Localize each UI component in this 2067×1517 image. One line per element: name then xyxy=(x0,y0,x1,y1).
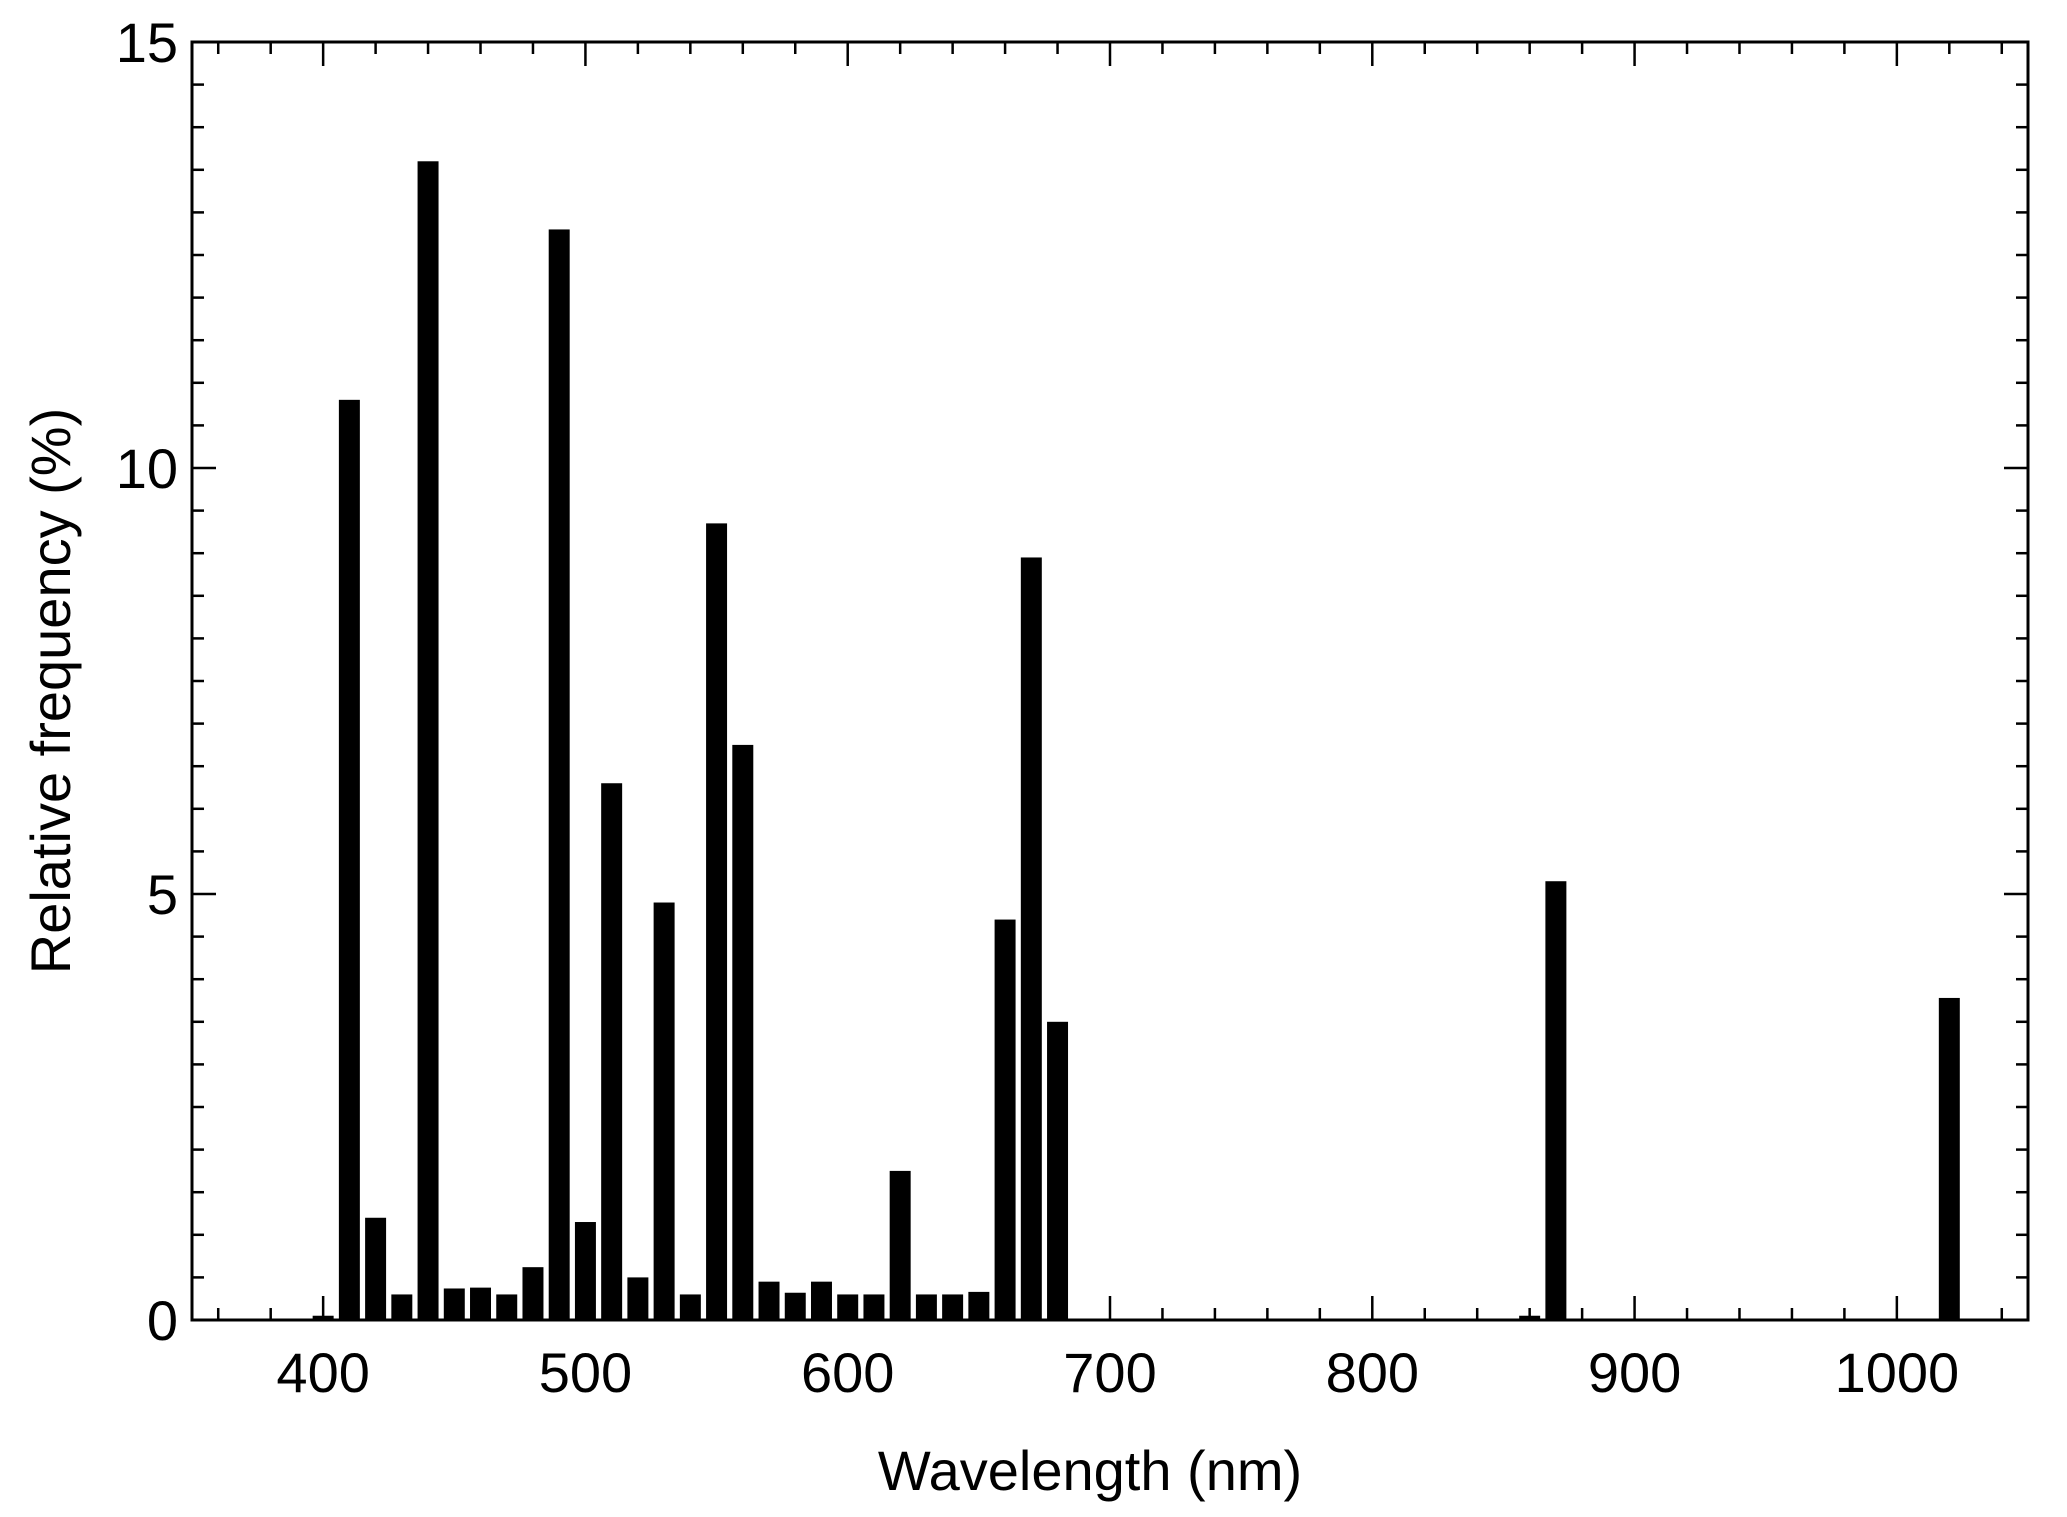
x-tick-label: 700 xyxy=(1063,1341,1156,1404)
x-tick-label: 500 xyxy=(539,1341,632,1404)
bar-1020 xyxy=(1938,997,1960,1320)
bar-660 xyxy=(994,919,1016,1320)
bar-490 xyxy=(548,229,570,1321)
bar-460 xyxy=(470,1287,492,1320)
bar-530 xyxy=(653,902,675,1320)
bar-620 xyxy=(889,1170,911,1320)
bar-650 xyxy=(968,1291,990,1320)
y-tick-label: 10 xyxy=(116,437,178,500)
x-tick-label: 900 xyxy=(1588,1341,1681,1404)
bar-430 xyxy=(391,1294,413,1320)
bar-590 xyxy=(810,1281,832,1320)
bar-680 xyxy=(1047,1021,1069,1320)
bar-480 xyxy=(522,1267,544,1320)
bar-640 xyxy=(942,1294,964,1320)
bar-570 xyxy=(758,1281,780,1320)
x-tick-label: 1000 xyxy=(1835,1341,1960,1404)
bar-420 xyxy=(365,1217,387,1320)
x-axis-title: Wavelength (nm) xyxy=(878,1439,1302,1502)
y-axis-title: Relative frequency (%) xyxy=(19,408,82,974)
bar-610 xyxy=(863,1294,885,1320)
y-tick-label: 5 xyxy=(147,863,178,926)
x-tick-label: 400 xyxy=(276,1341,369,1404)
x-tick-label: 800 xyxy=(1326,1341,1419,1404)
bar-450 xyxy=(443,1288,465,1320)
y-tick-label: 0 xyxy=(147,1289,178,1352)
bar-440 xyxy=(417,161,439,1320)
plot-frame xyxy=(190,40,2030,1322)
bar-630 xyxy=(915,1294,937,1320)
bar-510 xyxy=(601,783,623,1320)
bar-560 xyxy=(732,744,754,1320)
y-tick-label: 15 xyxy=(116,11,178,74)
bar-520 xyxy=(627,1277,649,1320)
bar-580 xyxy=(784,1292,806,1320)
axis-ticks xyxy=(192,40,2028,1322)
bars xyxy=(312,161,1960,1321)
bar-540 xyxy=(679,1294,701,1320)
bar-500 xyxy=(574,1222,596,1320)
bar-670 xyxy=(1020,557,1042,1320)
bar-410 xyxy=(338,399,360,1321)
bar-550 xyxy=(706,523,728,1320)
bar-470 xyxy=(496,1294,518,1320)
tick-labels: 400 500 600 700 800 900 1000 0 5 10 15 xyxy=(116,11,1959,1404)
bar-870 xyxy=(1545,881,1567,1320)
x-tick-label: 600 xyxy=(801,1341,894,1404)
